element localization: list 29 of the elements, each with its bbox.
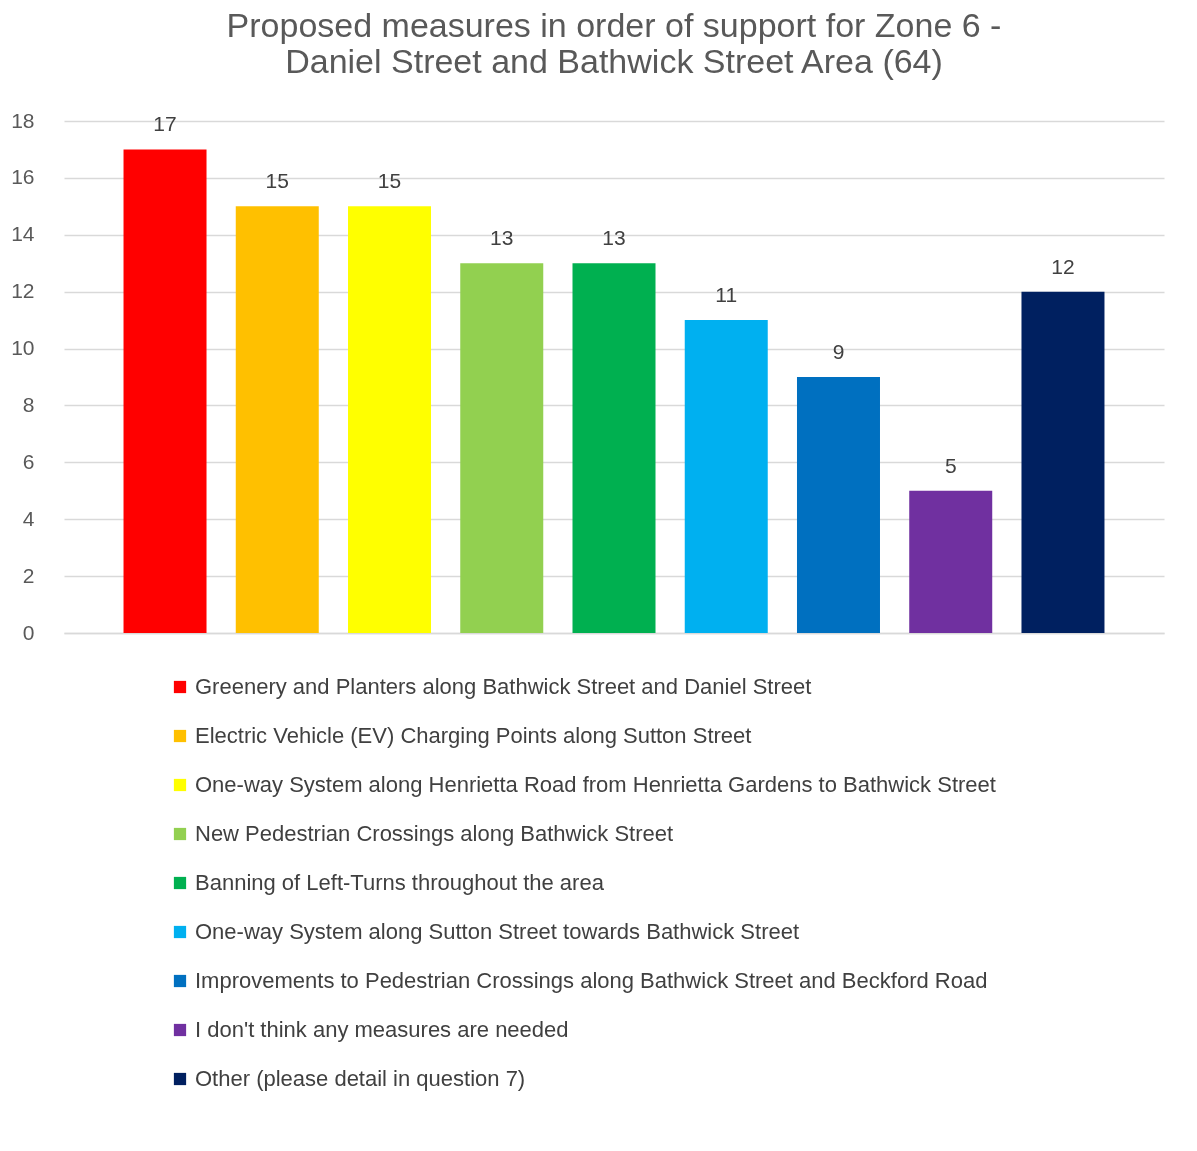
y-tick-label: 4 [22,506,35,530]
data-label: 15 [265,169,289,193]
y-tick-label: 2 [22,563,35,587]
legend-label: I don't think any measures are needed [195,1017,569,1042]
y-tick-label: 14 [11,222,35,246]
y-tick-label: 8 [22,392,35,416]
legend-label: New Pedestrian Crossings along Bathwick Street [195,821,674,846]
y-tick-label: 0 [22,620,35,644]
data-label: 13 [602,226,626,250]
y-tick-label: 12 [11,279,35,303]
legend-label: Improvements to Pedestrian Crossings along Bathwick Street and Beckford Road [195,968,988,993]
data-label: 17 [153,112,177,136]
y-tick-label: 18 [11,108,35,132]
chart-title: Proposed measures in order of support for Zone 6 - Daniel Street and Bathwick Street Area (64) [226,6,1002,80]
data-label: 13 [490,226,514,250]
data-label: 9 [832,340,845,363]
data-label: 12 [1051,254,1075,278]
y-tick-label: 16 [11,165,35,189]
legend-label: Other (please detail in question 7) [195,1066,526,1091]
legend-label: Greenery and Planters along Bathwick Street and Daniel Street [195,674,812,699]
data-label: 15 [377,169,402,193]
y-tick-label: 6 [22,449,35,473]
legend-label: One-way System along Sutton Street towards Bathwick Street [195,919,800,944]
data-label: 11 [715,283,738,307]
legend-label: Banning of Left-Turns throughout the area [195,870,605,895]
data-label: 5 [944,453,957,477]
y-tick-label: 10 [11,336,35,360]
legend-label: Electric Vehicle (EV) Charging Points along Sutton Street [195,723,752,748]
legend-label: One-way System along Henrietta Road from Henrietta Gardens to Bathwick Street [195,772,996,797]
